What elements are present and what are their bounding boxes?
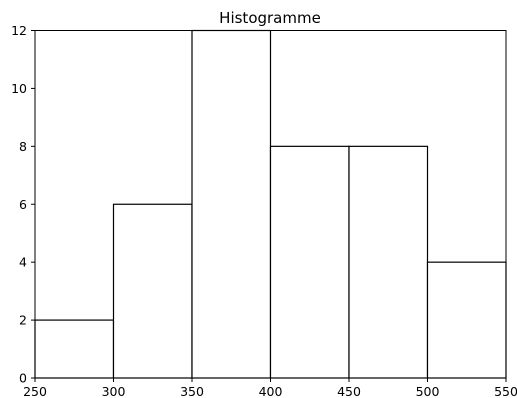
- histogram-bar: [269, 145, 350, 379]
- chart-title: Histogramme: [219, 9, 321, 27]
- y-tick-label: 6: [19, 197, 27, 212]
- x-tick-label: 300: [102, 384, 126, 398]
- y-tick-label: 2: [19, 313, 27, 328]
- y-axis: 0 2 4 6 8 10 12: [11, 23, 35, 386]
- x-tick-label: 350: [180, 384, 204, 398]
- histogram-bar: [112, 203, 193, 379]
- bars-group: [34, 29, 507, 379]
- y-tick-label: 0: [19, 371, 27, 386]
- x-tick-label: 400: [259, 384, 283, 398]
- y-tick-label: 10: [11, 81, 27, 96]
- histogram-bar: [34, 319, 115, 379]
- y-tick-label: 12: [11, 23, 27, 38]
- x-tick-label: 550: [494, 384, 517, 398]
- x-axis: 250 300 350 400 450 500 550: [23, 378, 517, 398]
- y-tick-label: 8: [19, 139, 27, 154]
- x-tick-label: 450: [337, 384, 361, 398]
- y-tick-label: 4: [19, 255, 27, 270]
- x-tick-label: 250: [23, 384, 47, 398]
- x-tick-label: 500: [416, 384, 440, 398]
- histogram-bar: [348, 145, 429, 379]
- histogram-bar: [426, 261, 507, 379]
- histogram-bar: [191, 29, 272, 379]
